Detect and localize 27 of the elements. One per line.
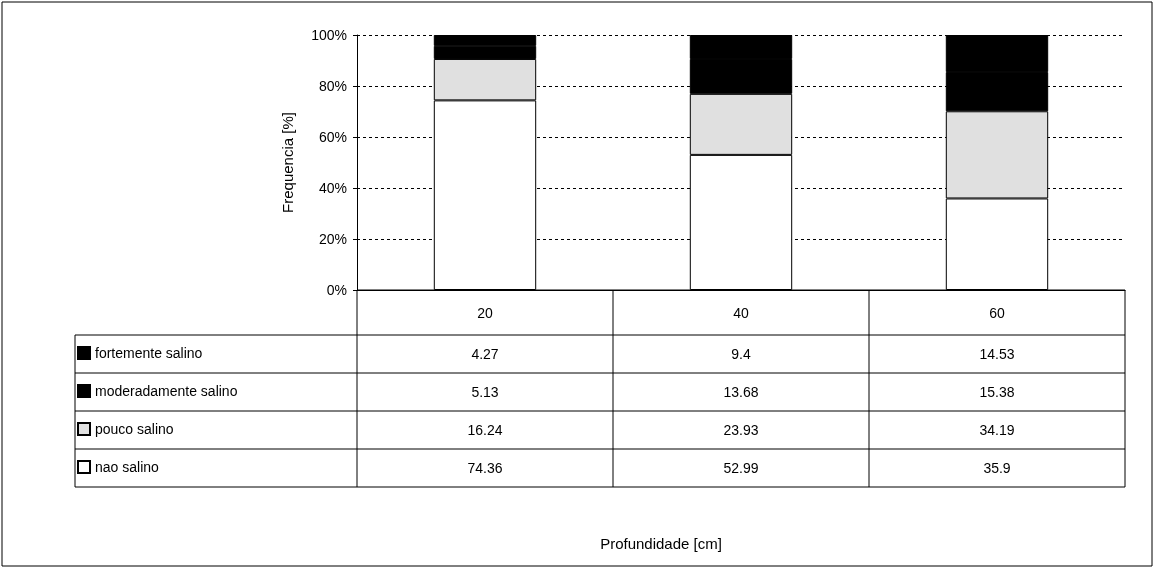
data-label: 9.4: [731, 346, 751, 362]
data-label: 23.93: [723, 422, 759, 438]
data-label: 52.99: [723, 460, 759, 476]
data-label: 35.9: [983, 460, 1011, 476]
y-axis-title: Frequencia [%]: [279, 112, 296, 213]
x-tick-label: 20: [477, 305, 493, 321]
text: Profundidade [cm]: [600, 534, 722, 552]
y-tick-label: 20%: [318, 231, 347, 247]
data-label: 5.13: [471, 384, 499, 400]
y-tick-label: 40%: [318, 180, 347, 196]
y-tick-label: 0%: [326, 282, 347, 298]
x-tick-label: 40: [733, 305, 749, 321]
y-tick-label: 100%: [311, 27, 347, 43]
data-label: 34.19: [979, 422, 1015, 438]
legend-label: moderadamente salino: [95, 383, 238, 399]
data-label: 16.24: [467, 422, 503, 438]
data-label: 4.27: [471, 346, 499, 362]
legend-label: pouco salino: [95, 421, 174, 437]
data-label: 74.36: [467, 460, 503, 476]
legend-label: fortemente salino: [95, 345, 203, 361]
data-label: 15.38: [979, 384, 1015, 400]
data-label: 13.68: [723, 384, 759, 400]
y-tick-label: 80%: [318, 78, 347, 94]
x-tick-label: 60: [989, 305, 1005, 321]
legend-label: nao salino: [95, 459, 160, 475]
y-tick-label: 60%: [318, 129, 347, 145]
data-label: 14.53: [979, 346, 1015, 362]
